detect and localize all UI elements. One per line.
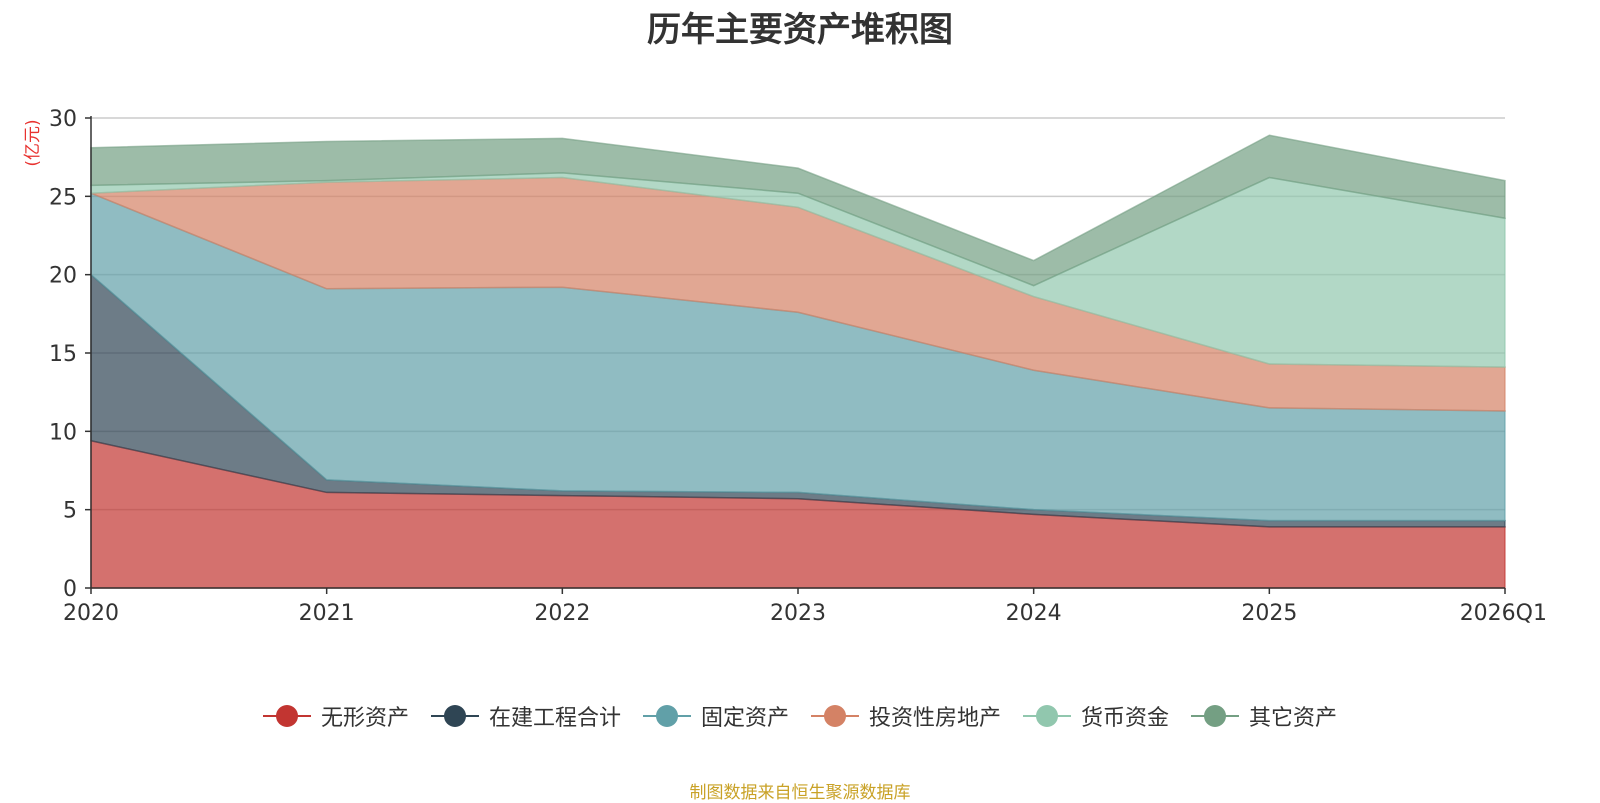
x-tick-label: 2023 bbox=[770, 601, 826, 626]
legend-marker-icon bbox=[430, 704, 479, 728]
legend-item-1[interactable]: 在建工程合计 bbox=[430, 700, 621, 732]
source-note: 制图数据来自恒生聚源数据库 bbox=[689, 783, 911, 803]
y-tick-label: 5 bbox=[63, 499, 77, 524]
x-tick-label: 2021 bbox=[299, 601, 355, 626]
legend-label: 投资性房地产 bbox=[869, 706, 1002, 731]
x-tick-label: 2022 bbox=[534, 601, 590, 626]
x-tick-label: 2025 bbox=[1241, 601, 1297, 626]
y-tick-label: 20 bbox=[49, 264, 77, 289]
x-tick-label: 2026Q1 bbox=[1460, 601, 1547, 626]
legend-label: 货币资金 bbox=[1081, 706, 1170, 731]
y-tick-label: 30 bbox=[49, 107, 77, 132]
y-axis-unit-label: (亿元) bbox=[23, 119, 43, 166]
legend-marker-icon bbox=[811, 704, 859, 728]
area-series bbox=[90, 134, 1506, 589]
y-tick-label: 25 bbox=[49, 185, 77, 210]
legend-label: 在建工程合计 bbox=[488, 706, 621, 731]
x-tick-label: 2020 bbox=[63, 601, 119, 626]
legend-label: 无形资产 bbox=[320, 706, 409, 731]
y-tick-label: 0 bbox=[63, 577, 77, 602]
legend-item-3[interactable]: 投资性房地产 bbox=[811, 700, 1001, 732]
legend: 无形资产 在建工程合计 固定资产 投资性房地产 货币资金 其它资产 bbox=[0, 700, 1600, 732]
legend-marker-icon bbox=[1191, 704, 1240, 728]
chart-title: 历年主要资产堆积图 bbox=[647, 10, 953, 50]
legend-marker-icon bbox=[642, 704, 691, 728]
legend-item-0[interactable]: 无形资产 bbox=[262, 700, 409, 732]
legend-item-4[interactable]: 货币资金 bbox=[1023, 700, 1169, 732]
legend-marker-icon bbox=[1023, 704, 1072, 728]
legend-label: 固定资产 bbox=[700, 706, 789, 731]
legend-item-5[interactable]: 其它资产 bbox=[1191, 700, 1337, 732]
legend-marker-icon bbox=[262, 704, 311, 728]
x-tick-label: 2024 bbox=[1006, 601, 1062, 626]
y-tick-label: 15 bbox=[49, 342, 77, 367]
area-series-5 bbox=[90, 134, 1506, 287]
legend-label: 其它资产 bbox=[1249, 706, 1338, 731]
legend-item-2[interactable]: 固定资产 bbox=[642, 700, 789, 732]
y-tick-label: 10 bbox=[49, 420, 77, 445]
